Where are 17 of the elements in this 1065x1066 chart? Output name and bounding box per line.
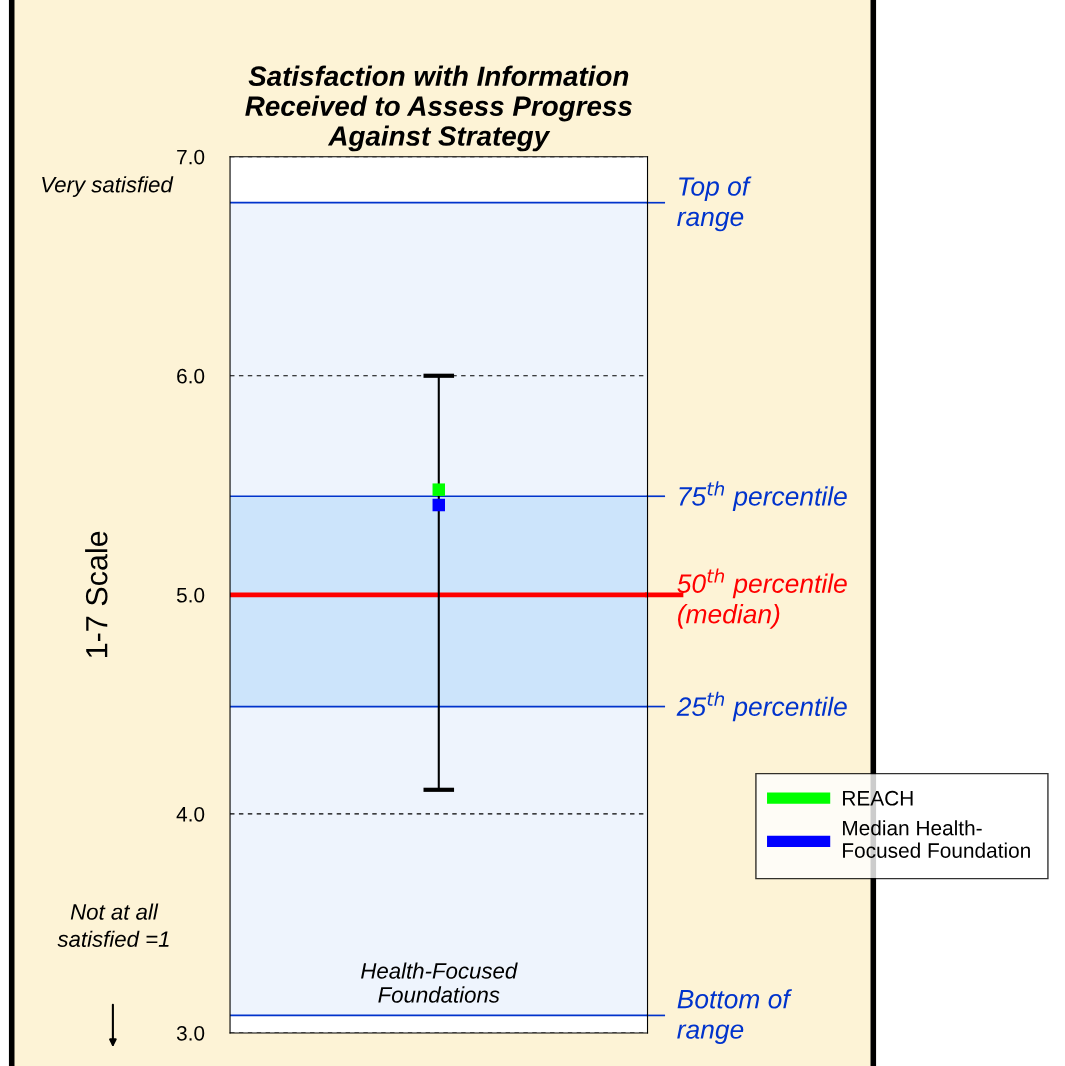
y-tick-label: 7.0	[177, 149, 205, 165]
y-tick-label: 5.0	[176, 587, 205, 603]
text: Very satisfied	[42, 176, 174, 197]
text: Not at all satisfied =1	[57, 903, 169, 947]
x-tick-label: Health-Focused Foundations	[361, 962, 518, 1003]
ref-line-label: Top of range	[677, 176, 752, 232]
ref-line-label: 75$^{th}$ percentile	[679, 481, 847, 511]
ref-line-label: Bottom of range	[677, 989, 792, 1045]
y-tick-label: 6.0	[177, 368, 205, 384]
ref-line-label: 25$^{th}$ percentile	[676, 691, 847, 722]
y-tick-label: 4.0	[176, 806, 205, 822]
ref-line-label: 50$^{th}$ percentile (median)	[677, 568, 847, 629]
y-tick-label: 3.0	[176, 1025, 205, 1041]
chart-title: Satisfaction with Information Received to Assess Progress Against Strategy	[245, 65, 632, 152]
legend-label: Median Health-Focused Foundation	[843, 820, 1030, 858]
legend-label: REACH	[843, 790, 913, 806]
y-axis-title: 1-7 Scale	[85, 531, 108, 658]
